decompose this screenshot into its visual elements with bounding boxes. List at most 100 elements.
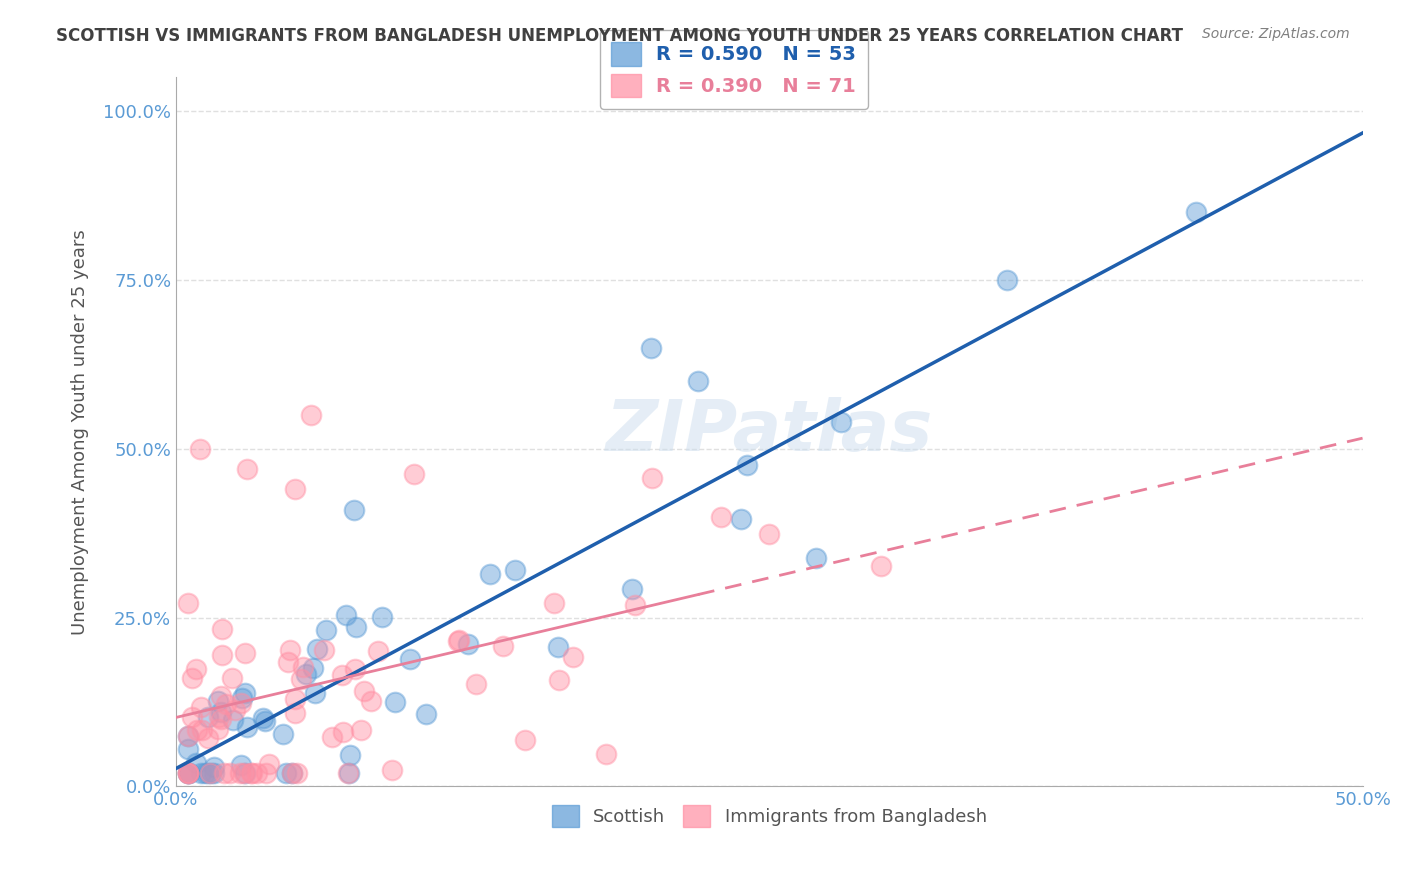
Point — [371, 609, 394, 624]
Point — [202, 760, 225, 774]
Point — [177, 766, 200, 780]
Point — [302, 660, 325, 674]
Point — [398, 652, 420, 666]
Point — [299, 408, 322, 422]
Point — [177, 766, 200, 780]
Point — [457, 637, 479, 651]
Point — [254, 714, 277, 728]
Point — [188, 442, 211, 456]
Point — [548, 673, 571, 688]
Point — [211, 648, 233, 662]
Point — [209, 690, 232, 704]
Text: SCOTTISH VS IMMIGRANTS FROM BANGLADESH UNEMPLOYMENT AMONG YOUTH UNDER 25 YEARS C: SCOTTISH VS IMMIGRANTS FROM BANGLADESH U… — [56, 27, 1184, 45]
Point — [307, 642, 329, 657]
Point — [337, 766, 360, 780]
Point — [197, 731, 219, 746]
Point — [190, 700, 212, 714]
Point — [207, 694, 229, 708]
Point — [292, 660, 315, 674]
Point — [204, 766, 226, 780]
Point — [233, 766, 256, 780]
Point — [384, 695, 406, 709]
Point — [219, 766, 242, 780]
Point — [561, 650, 583, 665]
Point — [315, 624, 337, 638]
Point — [447, 632, 470, 647]
Point — [209, 705, 232, 719]
Point — [870, 558, 893, 573]
Point — [229, 766, 252, 780]
Point — [595, 747, 617, 761]
Point — [231, 758, 253, 772]
Point — [233, 686, 256, 700]
Point — [995, 273, 1018, 287]
Point — [186, 723, 208, 737]
Point — [503, 563, 526, 577]
Point — [254, 766, 277, 780]
Point — [177, 766, 200, 780]
Point — [688, 374, 710, 388]
Point — [447, 633, 470, 648]
Point — [640, 341, 662, 355]
Point — [181, 671, 204, 685]
Point — [177, 729, 200, 743]
Point — [257, 756, 280, 771]
Point — [191, 723, 214, 737]
Point — [350, 723, 373, 738]
Point — [710, 509, 733, 524]
Point — [404, 467, 426, 481]
Point — [281, 766, 304, 780]
Point — [177, 766, 200, 780]
Point — [214, 697, 236, 711]
Point — [344, 620, 367, 634]
Point — [273, 727, 295, 741]
Point — [284, 692, 307, 706]
Point — [344, 662, 367, 676]
Legend: Scottish, Immigrants from Bangladesh: Scottish, Immigrants from Bangladesh — [544, 797, 994, 834]
Point — [342, 503, 364, 517]
Point — [758, 526, 780, 541]
Point — [623, 598, 645, 612]
Point — [337, 766, 360, 780]
Point — [304, 685, 326, 699]
Point — [335, 607, 357, 622]
Point — [276, 766, 298, 780]
Point — [236, 462, 259, 476]
Point — [492, 639, 515, 653]
Point — [180, 710, 202, 724]
Point — [804, 551, 827, 566]
Point — [277, 655, 299, 669]
Point — [730, 512, 752, 526]
Point — [287, 766, 309, 780]
Point — [177, 766, 200, 780]
Point — [177, 595, 200, 609]
Point — [381, 763, 404, 777]
Text: ZIPatlas: ZIPatlas — [606, 398, 934, 467]
Point — [278, 643, 301, 657]
Point — [464, 676, 486, 690]
Point — [294, 666, 316, 681]
Point — [233, 646, 256, 660]
Text: Source: ZipAtlas.com: Source: ZipAtlas.com — [1202, 27, 1350, 41]
Point — [212, 766, 235, 780]
Point — [620, 582, 643, 596]
Point — [224, 703, 246, 717]
Point — [314, 642, 336, 657]
Point — [222, 713, 245, 727]
Point — [284, 483, 307, 497]
Point — [211, 622, 233, 636]
Point — [211, 712, 233, 726]
Point — [233, 766, 256, 780]
Point — [221, 671, 243, 685]
Point — [252, 710, 274, 724]
Point — [177, 742, 200, 756]
Point — [360, 694, 382, 708]
Point — [339, 747, 361, 762]
Point — [193, 766, 215, 780]
Point — [284, 706, 307, 720]
Point — [240, 766, 263, 780]
Point — [197, 766, 219, 780]
Point — [229, 697, 252, 711]
Point — [415, 706, 437, 721]
Point — [478, 566, 501, 581]
